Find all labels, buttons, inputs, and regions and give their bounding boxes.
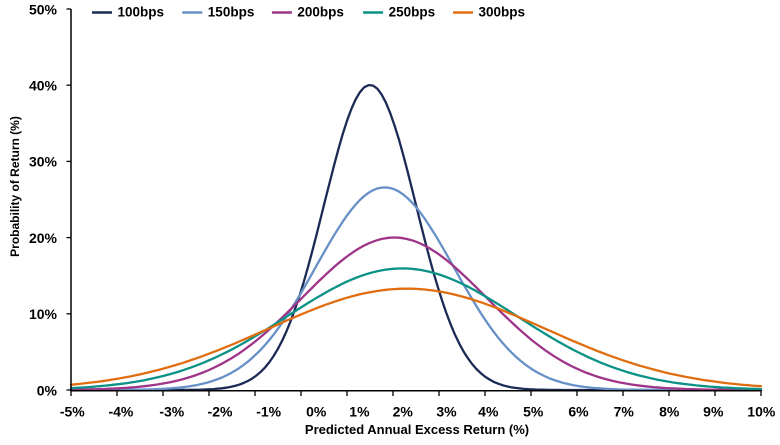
- svg-text:30%: 30%: [29, 154, 58, 170]
- svg-text:6%: 6%: [568, 403, 589, 419]
- svg-text:0%: 0%: [306, 403, 327, 419]
- svg-text:-5%: -5%: [60, 403, 85, 419]
- svg-text:1%: 1%: [349, 403, 370, 419]
- svg-text:250bps: 250bps: [389, 5, 436, 20]
- svg-text:3%: 3%: [436, 403, 457, 419]
- svg-text:50%: 50%: [29, 1, 58, 17]
- svg-text:4%: 4%: [478, 403, 499, 419]
- svg-text:5%: 5%: [523, 403, 544, 419]
- svg-text:Probability of Return (%): Probability of Return (%): [8, 116, 22, 257]
- svg-text:150bps: 150bps: [208, 5, 255, 20]
- svg-text:100bps: 100bps: [118, 5, 165, 20]
- svg-text:9%: 9%: [703, 403, 724, 419]
- svg-text:200bps: 200bps: [297, 5, 344, 20]
- svg-text:-1%: -1%: [256, 403, 281, 419]
- svg-text:Predicted Annual Excess Return: Predicted Annual Excess Return (%): [305, 422, 529, 437]
- svg-text:10%: 10%: [747, 403, 776, 419]
- svg-text:7%: 7%: [614, 403, 635, 419]
- svg-text:0%: 0%: [37, 382, 58, 398]
- svg-text:20%: 20%: [29, 230, 58, 246]
- svg-text:8%: 8%: [659, 403, 680, 419]
- svg-text:-2%: -2%: [208, 403, 233, 419]
- svg-text:-3%: -3%: [159, 403, 184, 419]
- svg-text:-4%: -4%: [108, 403, 133, 419]
- svg-text:2%: 2%: [393, 403, 414, 419]
- svg-text:40%: 40%: [29, 78, 58, 94]
- svg-text:300bps: 300bps: [479, 5, 526, 20]
- svg-text:10%: 10%: [29, 306, 58, 322]
